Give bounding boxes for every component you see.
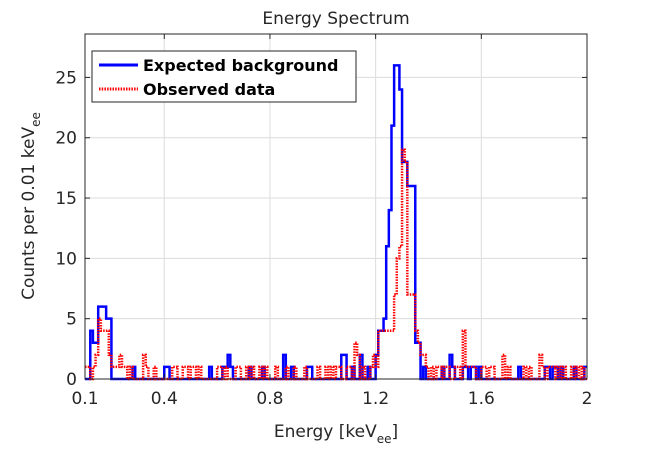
legend-label-observed: Observed data [143,80,275,99]
y-tick-label: 15 [55,189,77,209]
x-tick-label: 1.2 [362,389,389,409]
chart-title: Energy Spectrum [262,9,409,29]
legend: Expected background Observed data [91,50,357,103]
legend-box [91,50,357,103]
y-tick-label: 0 [66,370,77,390]
axes-box [84,33,588,380]
x-tick-label: 2 [582,389,593,409]
y-tick-label: 20 [55,129,77,149]
x-tick-label: 0.1 [71,389,98,409]
x-tick-label: 0.8 [256,389,283,409]
x-axis-label: Energy [keVee] [274,422,398,446]
y-tick-label: 25 [55,68,77,88]
y-tick-label: 5 [66,310,77,330]
legend-label-expected: Expected background [143,56,339,75]
y-axis-label: Counts per 0.01 keVee [19,112,43,300]
x-tick-label: 0.4 [151,389,178,409]
x-tick-label: 1.6 [468,389,495,409]
y-tick-label: 10 [55,249,77,269]
